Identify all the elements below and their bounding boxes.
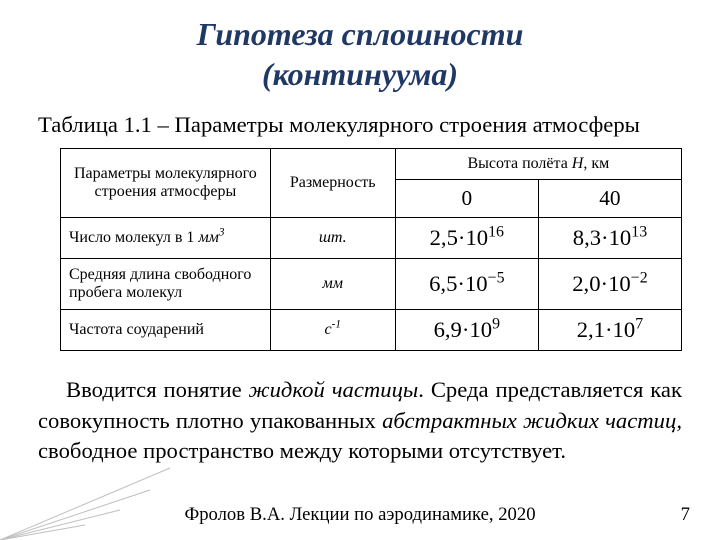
title-line-2: (континуума) — [262, 56, 458, 92]
col-header-alt-0: 0 — [395, 180, 538, 218]
param-cell: Число молекул в 1 мм3 — [61, 218, 271, 259]
value-cell: 6,9·109 — [395, 310, 538, 351]
dimension-cell: шт. — [270, 218, 395, 259]
param-cell: Частота соударений — [61, 310, 271, 351]
value-cell: 2,5·1016 — [395, 218, 538, 259]
table-body: Число молекул в 1 мм3шт.2,5·10168,3·1013… — [61, 218, 682, 351]
value-cell: 2,1·107 — [538, 310, 681, 351]
body-paragraph: Вводится понятие жидкой частицы. Среда п… — [38, 375, 682, 467]
col-header-alt-40: 40 — [538, 180, 681, 218]
col-header-altitude-group: Высота полёта H, км — [395, 149, 681, 180]
value-cell: 8,3·1013 — [538, 218, 681, 259]
title-line-1: Гипотеза сплошности — [197, 16, 524, 52]
table-header: Параметры молекулярного строения атмосфе… — [61, 149, 682, 218]
param-cell: Средняя длина свободного пробега молекул — [61, 259, 271, 310]
col-header-dimension: Размерность — [270, 149, 395, 218]
slide-title: Гипотеза сплошности (континуума) — [38, 14, 682, 94]
dimension-cell: мм — [270, 259, 395, 310]
table-caption: Таблица 1.1 – Параметры молекулярного ст… — [38, 112, 682, 138]
parameters-table: Параметры молекулярного строения атмосфе… — [60, 148, 682, 351]
table-row: Число молекул в 1 мм3шт.2,5·10168,3·1013 — [61, 218, 682, 259]
table-row: Средняя длина свободного пробега молекул… — [61, 259, 682, 310]
value-cell: 6,5·10−5 — [395, 259, 538, 310]
value-cell: 2,0·10−2 — [538, 259, 681, 310]
page-number: 7 — [681, 504, 690, 526]
dimension-cell: с-1 — [270, 310, 395, 351]
table-row: Частота соударенийс-16,9·1092,1·107 — [61, 310, 682, 351]
footer-author: Фролов В.А. Лекции по аэродинамике, 2020 — [0, 504, 720, 526]
col-header-parameter: Параметры молекулярного строения атмосфе… — [61, 149, 271, 218]
